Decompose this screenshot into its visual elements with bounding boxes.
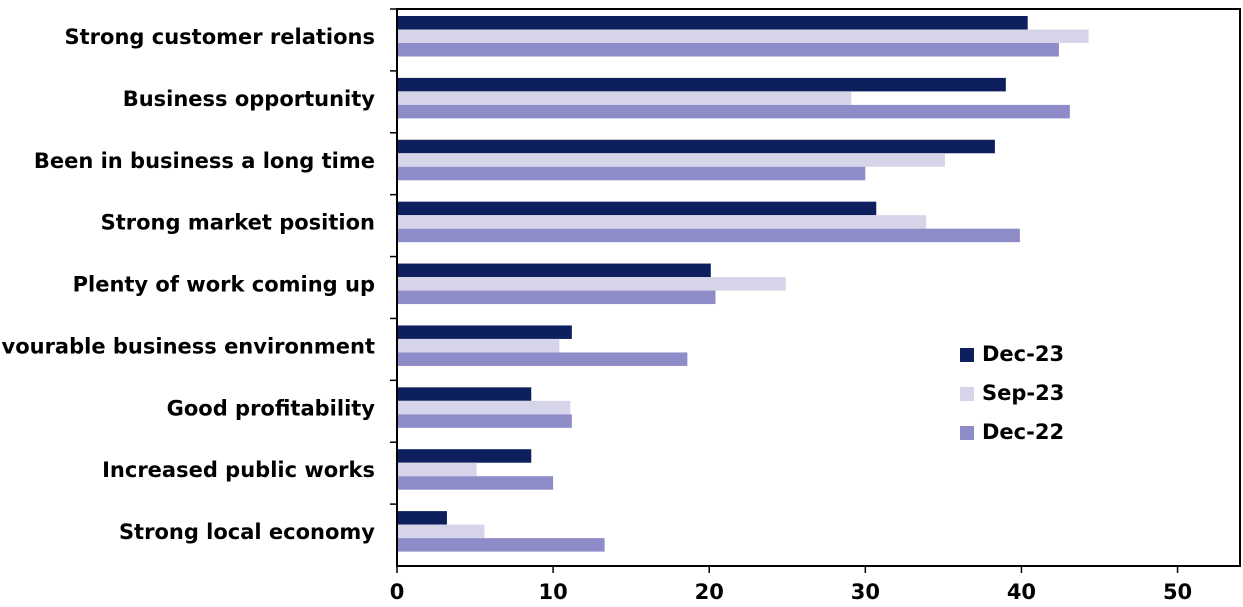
- legend-swatch: [960, 387, 974, 401]
- category-label: Increased public works: [102, 458, 375, 482]
- bar: [397, 462, 477, 477]
- bar: [397, 263, 711, 278]
- bar: [397, 277, 786, 291]
- category-label: Strong local economy: [119, 520, 375, 544]
- legend-swatch: [960, 348, 974, 362]
- bar: [397, 352, 688, 366]
- category-label: Strong market position: [101, 211, 375, 235]
- bar: [397, 43, 1059, 57]
- x-tick-label: 30: [851, 580, 880, 604]
- x-tick-label: 20: [695, 580, 724, 604]
- bar: [397, 29, 1089, 43]
- bar: [397, 290, 716, 305]
- x-tick-label: 40: [1007, 580, 1036, 604]
- category-label: Plenty of work coming up: [73, 273, 375, 297]
- x-tick-label: 50: [1163, 580, 1192, 604]
- legend-label: Sep-23: [982, 381, 1064, 405]
- bar: [397, 387, 532, 401]
- bar: [397, 139, 995, 154]
- legend-label: Dec-23: [982, 342, 1064, 366]
- bar: [397, 104, 1070, 119]
- bar: [397, 449, 532, 463]
- category-label: Business opportunity: [123, 87, 376, 111]
- bar: [397, 476, 554, 490]
- bar: [397, 215, 927, 229]
- category-label: Favourable business environment: [0, 334, 375, 358]
- bar: [397, 201, 877, 216]
- bar: [397, 228, 1020, 243]
- category-label: Good profitability: [167, 396, 376, 420]
- category-label: Been in business a long time: [34, 149, 375, 173]
- bar: [397, 166, 866, 181]
- legend-swatch: [960, 426, 974, 440]
- bar: [397, 338, 560, 353]
- x-tick-label: 10: [538, 580, 567, 604]
- bar: [397, 153, 945, 167]
- bar: [397, 77, 1006, 92]
- bar: [397, 524, 485, 539]
- bar: [397, 538, 605, 552]
- bar: [397, 400, 571, 415]
- bar: [397, 511, 447, 525]
- legend-label: Dec-22: [982, 420, 1064, 444]
- bar: [397, 16, 1028, 30]
- plot-frame: [396, 8, 1241, 567]
- category-label: Strong customer relations: [65, 25, 375, 49]
- bar: [397, 325, 572, 339]
- bar: [397, 414, 572, 428]
- bar: [397, 91, 852, 105]
- x-tick-label: 0: [390, 580, 405, 604]
